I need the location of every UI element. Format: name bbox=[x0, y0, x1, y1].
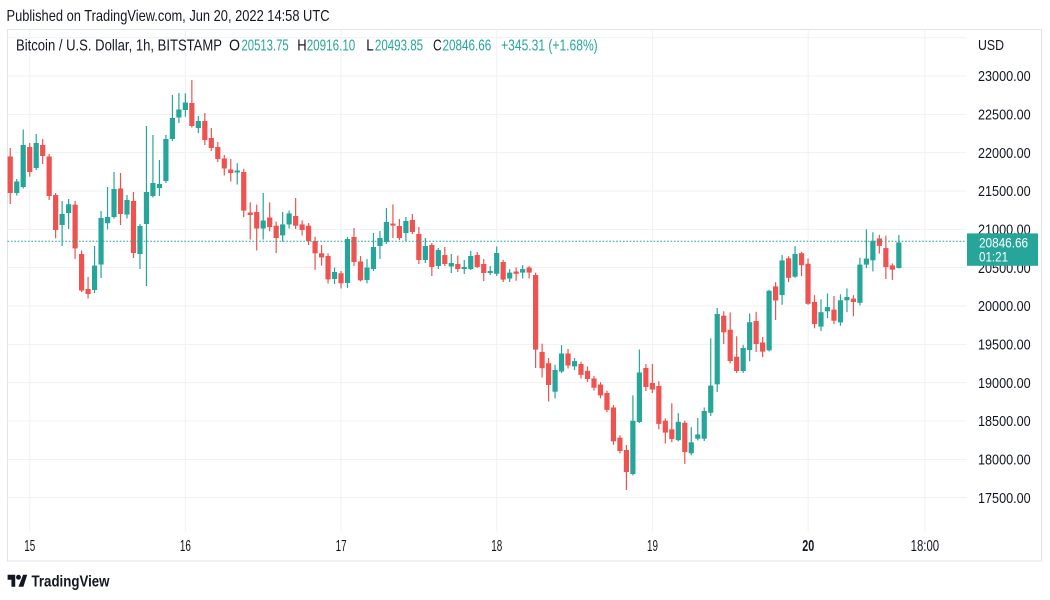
svg-text:19000.00: 19000.00 bbox=[978, 376, 1031, 392]
svg-text:19: 19 bbox=[647, 538, 658, 555]
svg-text:17500.00: 17500.00 bbox=[978, 491, 1031, 507]
svg-text:H: H bbox=[297, 37, 306, 54]
svg-text:20493.85: 20493.85 bbox=[375, 37, 423, 54]
svg-text:20846.66: 20846.66 bbox=[443, 37, 492, 54]
svg-text:18: 18 bbox=[491, 538, 502, 555]
svg-text:18500.00: 18500.00 bbox=[978, 414, 1031, 430]
svg-text:21500.00: 21500.00 bbox=[978, 184, 1031, 200]
svg-text:18000.00: 18000.00 bbox=[978, 452, 1031, 468]
svg-text:C: C bbox=[433, 37, 442, 54]
svg-text:20916.10: 20916.10 bbox=[307, 37, 356, 54]
svg-text:L: L bbox=[366, 37, 373, 54]
svg-text:20000.00: 20000.00 bbox=[978, 299, 1031, 315]
svg-text:22000.00: 22000.00 bbox=[978, 146, 1031, 162]
svg-text:Published on TradingView.com,: Published on TradingView.com, Jun 20, 20… bbox=[7, 8, 330, 25]
svg-text:20513.75: 20513.75 bbox=[242, 37, 289, 54]
svg-text:17: 17 bbox=[336, 538, 347, 555]
svg-text:20846.66: 20846.66 bbox=[979, 235, 1028, 250]
svg-text:19500.00: 19500.00 bbox=[978, 337, 1031, 353]
svg-text:Bitcoin / U.S. Dollar, 1h, BIT: Bitcoin / U.S. Dollar, 1h, BITSTAMP bbox=[16, 37, 222, 54]
svg-text:22500.00: 22500.00 bbox=[978, 107, 1031, 123]
svg-text:USD: USD bbox=[978, 38, 1004, 54]
svg-text:20: 20 bbox=[802, 538, 814, 555]
svg-text:01:21: 01:21 bbox=[979, 250, 1008, 265]
svg-text:15: 15 bbox=[24, 538, 35, 555]
svg-text:TradingView: TradingView bbox=[32, 574, 110, 591]
svg-text:16: 16 bbox=[180, 538, 191, 555]
svg-text:23000.00: 23000.00 bbox=[978, 69, 1031, 85]
svg-text:O: O bbox=[229, 37, 240, 54]
svg-text:18:00: 18:00 bbox=[911, 538, 940, 555]
svg-text:+345.31 (+1.68%): +345.31 (+1.68%) bbox=[501, 37, 598, 54]
